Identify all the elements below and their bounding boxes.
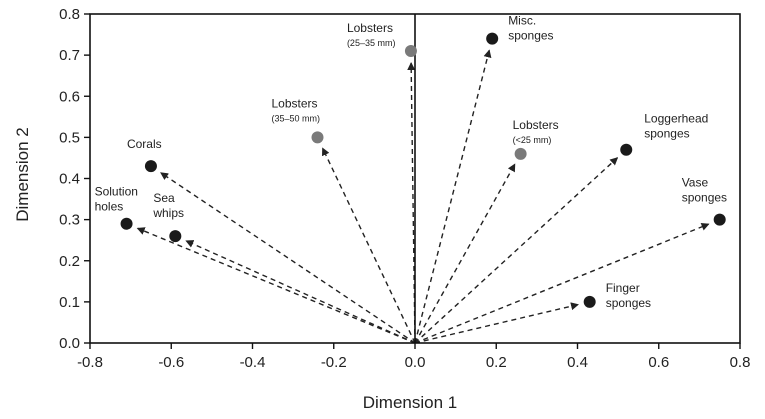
point-label: Vase sponges (682, 176, 727, 205)
labels-layer: Solution holes Sea whips Corals Lobsters (35–5… (95, 14, 728, 310)
y-tick-label: 0.4 (59, 171, 80, 188)
vector-arrow (414, 49, 492, 344)
points-layer (120, 32, 726, 308)
data-point (583, 295, 596, 308)
y-tick-label: 0.0 (59, 335, 80, 352)
x-tick-label: 0.0 (405, 354, 426, 371)
vector-arrow (414, 163, 516, 344)
vector-arrow (322, 147, 416, 344)
data-point (514, 147, 527, 160)
x-tick-label: -0.2 (321, 354, 347, 371)
x-tick-label: -0.4 (240, 354, 266, 371)
vector-arrow (414, 302, 579, 344)
data-point (404, 45, 417, 58)
axes-layer: -0.8 -0.6 -0.4 -0.2 0.0 0.2 0.4 0.6 0.8 0.0 0.1 0.2… (13, 6, 750, 412)
vector-arrow (160, 172, 416, 344)
y-tick-label: 0.2 (59, 253, 80, 270)
vector-arrow (136, 227, 416, 344)
x-tick-label: 0.8 (730, 354, 751, 371)
x-tick-label: 0.2 (486, 354, 507, 371)
x-tick-label: 0.6 (648, 354, 669, 371)
point-label: Misc. sponges (508, 14, 553, 43)
y-tick-label: 0.3 (59, 212, 80, 229)
x-axis-title: Dimension 1 (363, 393, 458, 412)
y-tick-label: 0.7 (59, 47, 80, 64)
y-tick-label: 0.6 (59, 88, 80, 105)
x-tick-label: -0.8 (77, 354, 103, 371)
vector-arrow (185, 240, 416, 344)
point-label: Solution holes (95, 185, 138, 214)
x-tick-label: 0.4 (567, 354, 588, 371)
point-label: Loggerhead sponges (644, 112, 708, 141)
point-label: Corals (127, 137, 162, 151)
y-axis-title: Dimension 2 (13, 127, 32, 222)
data-point (144, 160, 157, 173)
point-label: Finger sponges (606, 281, 651, 310)
y-tick-label: 0.8 (59, 6, 80, 23)
point-label: Lobsters (<25 mm) (513, 118, 559, 145)
point-label: Lobsters (25–35 mm) (347, 21, 396, 48)
point-label: Lobsters (35–50 mm) (272, 96, 321, 123)
data-point (486, 32, 499, 45)
data-point (620, 143, 633, 156)
vector-arrow (414, 157, 619, 344)
data-point (169, 230, 182, 243)
data-point (311, 131, 324, 144)
x-tick-label: -0.6 (158, 354, 184, 371)
vector-arrow (414, 223, 710, 344)
y-tick-label: 0.5 (59, 129, 80, 146)
data-point (120, 217, 133, 230)
data-point (713, 213, 726, 226)
y-tick-label: 0.1 (59, 294, 80, 311)
point-label: Sea whips (152, 191, 184, 220)
